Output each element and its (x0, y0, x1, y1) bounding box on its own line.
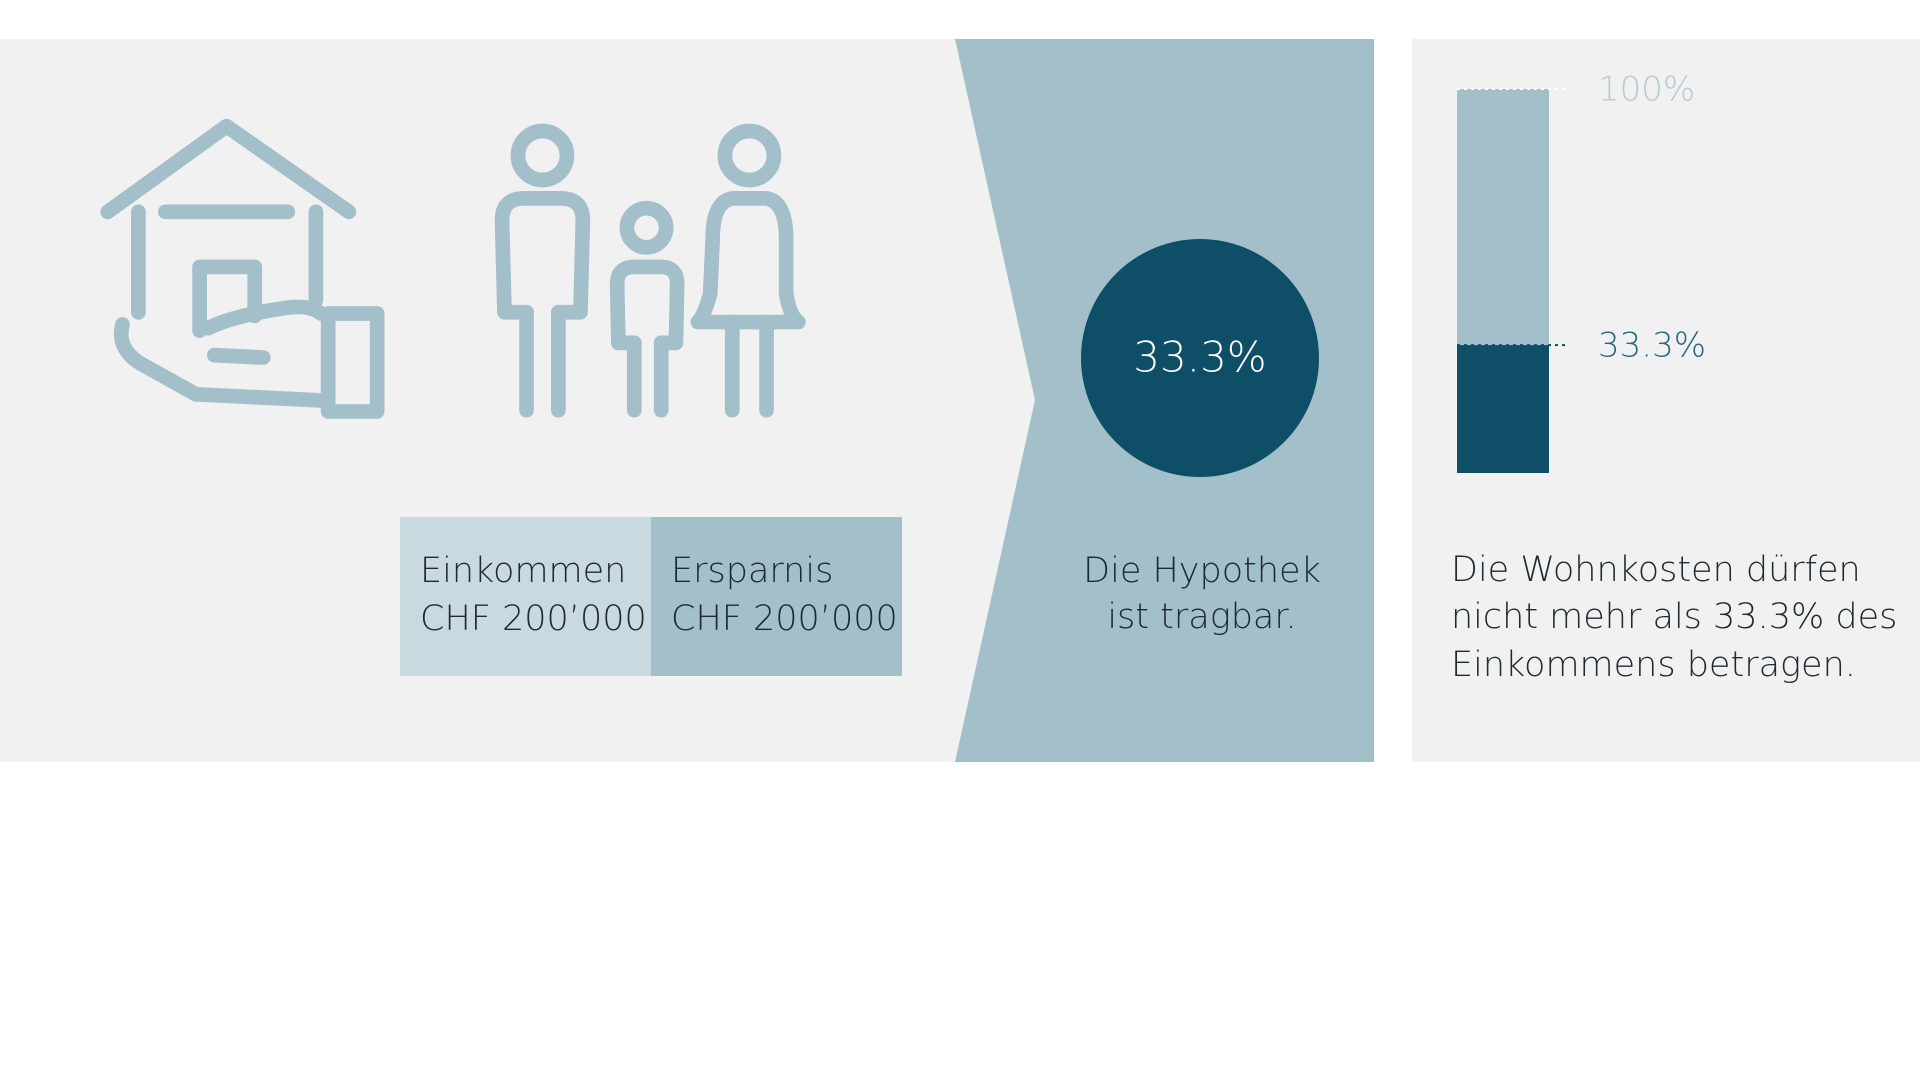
head (717, 123, 782, 188)
income-label: Einkommen (420, 551, 626, 591)
savings-label: Ersparnis (671, 551, 833, 591)
income-box (400, 517, 651, 676)
result-circle (1081, 239, 1319, 477)
family-icon (494, 123, 806, 418)
icons (100, 118, 806, 419)
gauge-text: Die Wohnkosten dürfen (1451, 550, 1861, 590)
gauge-text: nicht mehr als 33.3% des (1451, 597, 1897, 637)
result-percentage: 33.3% (1133, 333, 1266, 382)
gauge-bar-value (1457, 345, 1549, 473)
hand (113, 299, 329, 408)
gauge-label: 33.3% (1598, 326, 1706, 366)
dress (690, 191, 806, 330)
gauge-text: Einkommens betragen. (1451, 645, 1856, 685)
cuff (320, 306, 385, 419)
body (494, 191, 591, 320)
result-text: Die Hypothek (1083, 551, 1321, 591)
head (619, 200, 674, 255)
gauge-label: 100% (1598, 70, 1695, 110)
head (510, 123, 575, 188)
house-icon (100, 118, 385, 419)
income-amount: CHF 200’000 (420, 599, 647, 639)
savings-amount: CHF 200’000 (671, 599, 898, 639)
body (609, 259, 685, 351)
result-text: ist tragbar. (1107, 597, 1296, 637)
door (192, 259, 263, 338)
savings-box (651, 517, 902, 676)
roof (100, 118, 357, 220)
